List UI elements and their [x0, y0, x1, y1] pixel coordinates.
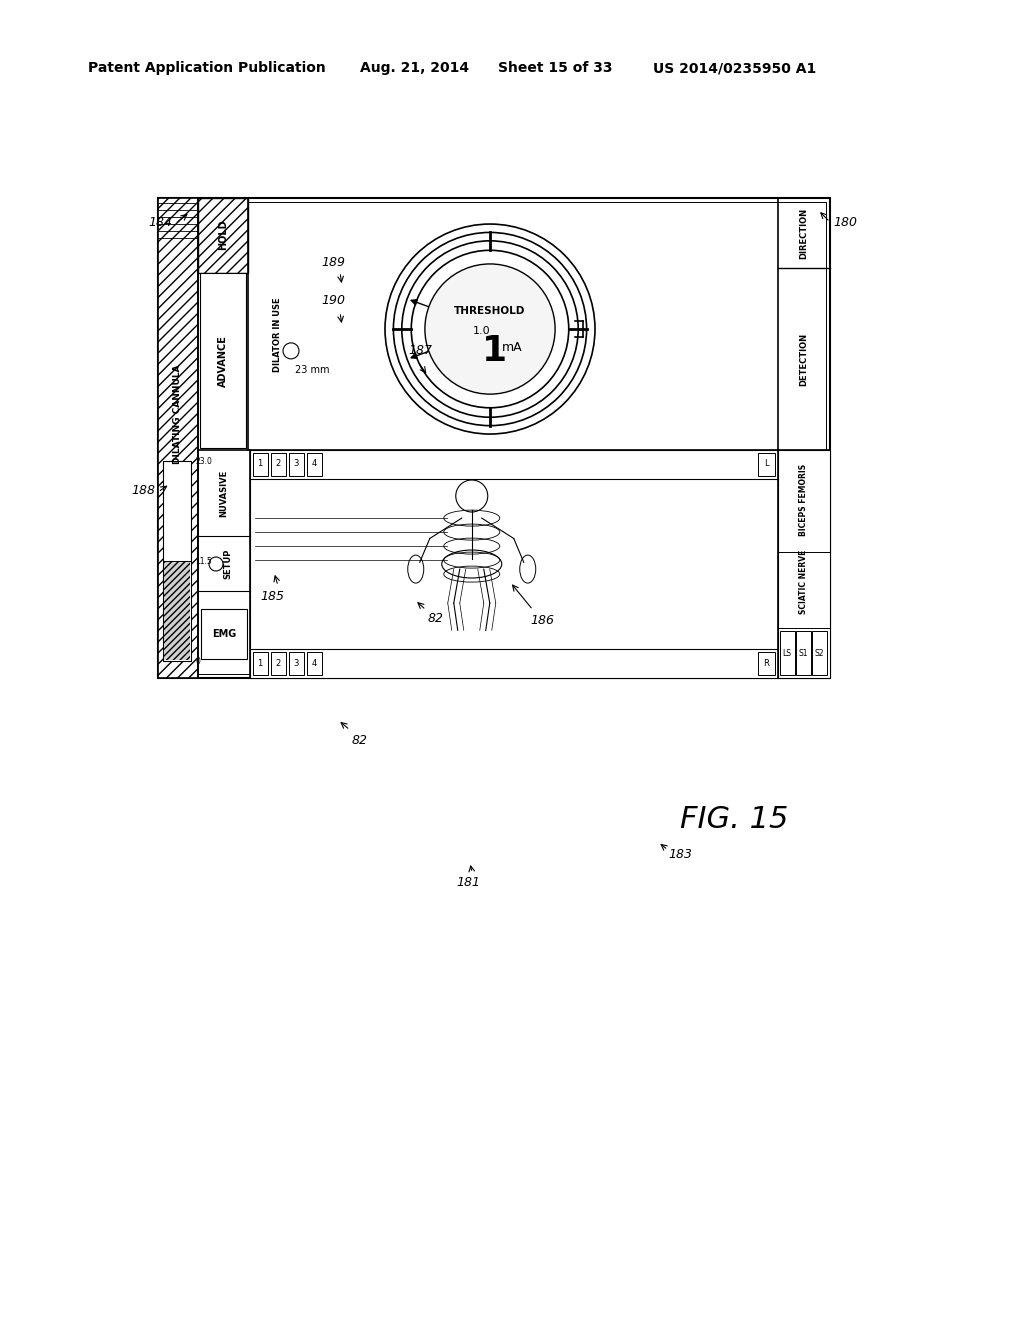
Bar	[253, 652, 268, 675]
Bar	[796, 631, 811, 675]
Text: 4: 4	[311, 659, 316, 668]
Bar	[198, 198, 248, 273]
Text: 190: 190	[321, 293, 345, 306]
Bar	[289, 453, 304, 477]
Text: 2: 2	[275, 459, 281, 469]
Text: DILATING CANNULA: DILATING CANNULA	[173, 364, 182, 463]
Bar	[778, 450, 830, 678]
Text: 1: 1	[257, 459, 262, 469]
Text: 1.0: 1.0	[473, 326, 490, 337]
Bar	[253, 453, 268, 477]
Text: 82: 82	[352, 734, 368, 747]
Text: EMG: EMG	[212, 630, 237, 639]
Text: 183: 183	[668, 847, 692, 861]
Text: mA: mA	[502, 341, 522, 354]
Text: DIRECTION: DIRECTION	[800, 207, 809, 259]
Text: S2: S2	[814, 648, 823, 657]
Text: R: R	[763, 659, 769, 668]
Text: L: L	[764, 459, 768, 469]
Bar	[158, 198, 830, 678]
Text: 4: 4	[311, 459, 316, 469]
Bar	[307, 652, 322, 675]
Text: 1: 1	[257, 659, 262, 668]
Text: HOLD: HOLD	[218, 219, 228, 251]
Text: 181: 181	[456, 875, 480, 888]
Text: DILATOR IN USE: DILATOR IN USE	[273, 297, 283, 372]
Text: ADVANCE: ADVANCE	[218, 335, 228, 387]
Text: S1: S1	[799, 648, 808, 657]
Text: 187: 187	[408, 343, 432, 356]
Bar	[201, 609, 247, 659]
Bar	[307, 453, 322, 477]
Text: 188: 188	[131, 483, 155, 496]
Text: THRESHOLD: THRESHOLD	[455, 306, 525, 315]
Text: 23 mm: 23 mm	[295, 366, 330, 375]
Text: NUVASIVE: NUVASIVE	[219, 470, 228, 516]
Text: DETECTION: DETECTION	[800, 333, 809, 385]
Bar	[163, 461, 191, 661]
Bar	[812, 631, 827, 675]
Bar	[780, 631, 795, 675]
Text: US 2014/0235950 A1: US 2014/0235950 A1	[653, 61, 816, 75]
Text: Sheet 15 of 33: Sheet 15 of 33	[498, 61, 612, 75]
Text: 82: 82	[428, 611, 444, 624]
Text: 186: 186	[530, 614, 554, 627]
Text: SCIATIC NERVE: SCIATIC NERVE	[800, 550, 809, 614]
Text: 180: 180	[833, 215, 857, 228]
Bar	[158, 198, 198, 678]
Text: 184: 184	[148, 215, 172, 228]
Bar	[758, 453, 775, 477]
Text: Aug. 21, 2014: Aug. 21, 2014	[360, 61, 469, 75]
Bar	[758, 652, 775, 675]
Text: 3: 3	[293, 659, 299, 668]
Bar	[271, 453, 286, 477]
Text: 2: 2	[275, 659, 281, 668]
Text: 11.5: 11.5	[195, 557, 212, 565]
Text: 1: 1	[482, 334, 508, 368]
Text: 23.0: 23.0	[195, 457, 212, 466]
Bar	[200, 273, 246, 447]
Bar	[271, 652, 286, 675]
Text: SETUP: SETUP	[223, 549, 232, 579]
Bar	[250, 450, 778, 678]
Text: 189: 189	[321, 256, 345, 268]
Text: LS: LS	[782, 648, 792, 657]
Text: BICEPS FEMORIS: BICEPS FEMORIS	[800, 463, 809, 536]
Bar	[289, 652, 304, 675]
Bar	[162, 202, 826, 675]
Bar	[164, 561, 190, 660]
Text: 3: 3	[293, 459, 299, 469]
Text: FIG. 15: FIG. 15	[680, 805, 788, 834]
Text: 185: 185	[260, 590, 284, 602]
Text: 0: 0	[195, 656, 200, 665]
Text: Patent Application Publication: Patent Application Publication	[88, 61, 326, 75]
Ellipse shape	[425, 264, 555, 395]
